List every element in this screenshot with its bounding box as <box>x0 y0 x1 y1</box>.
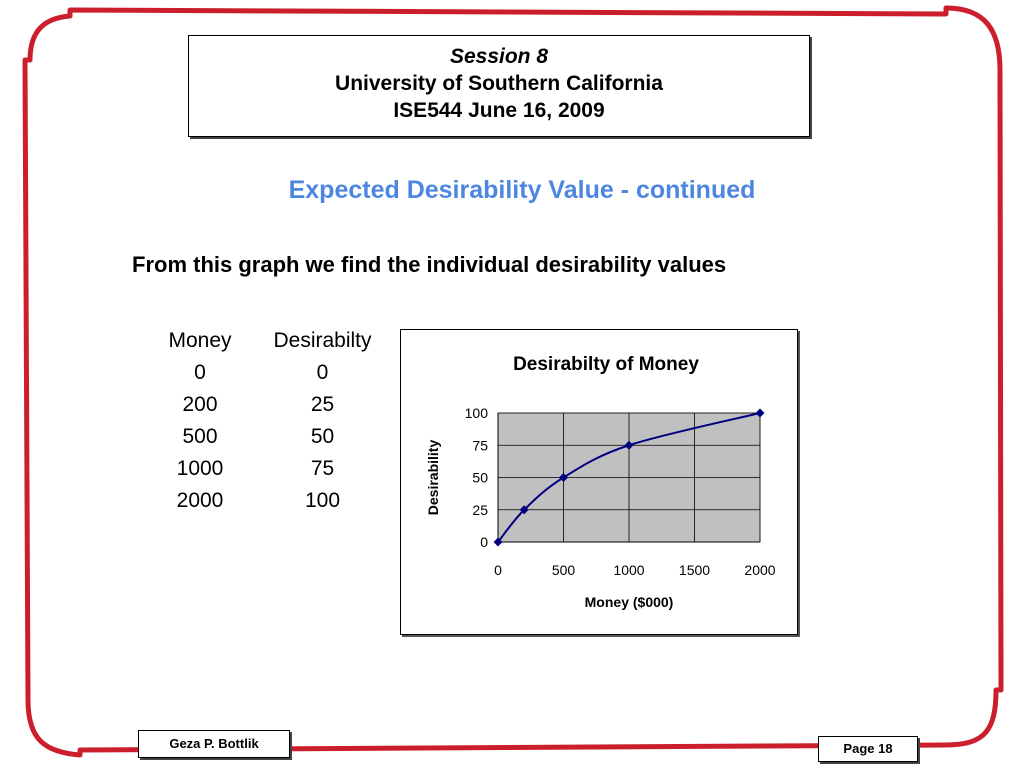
table-cell-desirability: 75 <box>310 457 335 480</box>
table-cell-money: 2000 <box>176 489 224 512</box>
table-cell-money: 200 <box>182 393 218 416</box>
desirability-table: Money Desirabilty 0 0 200 25 500 50 1000… <box>150 325 395 517</box>
y-tick-label: 100 <box>465 405 489 421</box>
session-label: Session 8 <box>449 45 549 68</box>
y-tick-label: 0 <box>480 534 488 550</box>
table-cell-money: 1000 <box>176 457 224 480</box>
table-row: 1000 75 <box>150 453 395 485</box>
table-header-desirability: Desirabilty <box>273 329 372 352</box>
slide-title: Expected Desirability Value - continued <box>288 176 756 204</box>
data-point-marker <box>493 537 503 547</box>
y-tick-label: 25 <box>472 502 488 518</box>
table-cell-money: 500 <box>182 425 218 448</box>
table-row: 2000 100 <box>150 485 395 517</box>
chart-title: Desirabilty of Money <box>513 354 699 375</box>
slide-subtitle: From this graph we find the individual d… <box>132 252 727 277</box>
y-tick-label: 50 <box>472 470 488 486</box>
x-tick-label: 1500 <box>679 562 710 578</box>
data-point-marker <box>624 440 634 450</box>
data-point-marker <box>559 473 568 482</box>
table-cell-desirability: 0 <box>316 361 329 384</box>
footer-page-number: Page 18 <box>818 736 918 762</box>
y-tick-label: 75 <box>472 437 488 453</box>
course-label: ISE544 June 16, 2009 <box>393 99 605 122</box>
x-tick-label: 1000 <box>613 562 644 578</box>
table-cell-desirability: 25 <box>310 393 335 416</box>
university-label: University of Southern California <box>335 72 663 95</box>
footer-author: Geza P. Bottlik <box>138 730 290 758</box>
y-axis-label: Desirability <box>425 440 441 516</box>
table-cell-desirability: 50 <box>310 425 335 448</box>
header-box: Session 8 University of Southern Califor… <box>188 35 810 137</box>
series-line <box>497 412 761 543</box>
table-row: 0 0 <box>150 357 395 389</box>
table-header-row: Money Desirabilty <box>150 325 395 357</box>
x-tick-label: 2000 <box>744 562 775 578</box>
table-cell-desirability: 100 <box>304 489 341 512</box>
x-tick-label: 500 <box>552 562 576 578</box>
data-point-marker <box>519 505 529 515</box>
table-row: 200 25 <box>150 389 395 421</box>
table-header-money: Money <box>168 329 232 352</box>
chart-box: 0 25 50 75 100 0 500 1000 1500 2000 Desirabilty of… <box>400 329 798 635</box>
x-axis-label: Money ($000) <box>585 594 674 610</box>
data-point-marker <box>755 408 765 418</box>
table-row: 500 50 <box>150 421 395 453</box>
table-cell-money: 0 <box>194 361 206 384</box>
x-tick-label: 0 <box>494 562 502 578</box>
